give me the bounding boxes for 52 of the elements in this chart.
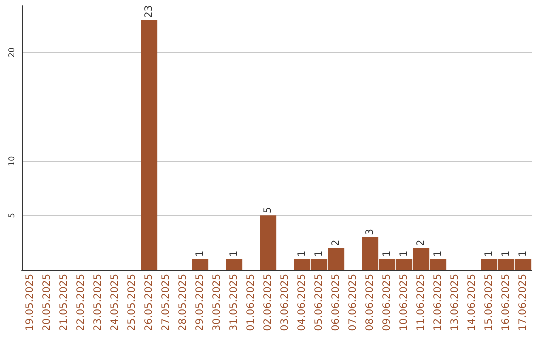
x-tick-label: 24.05.2025 (110, 274, 121, 332)
data-label: 1 (433, 250, 444, 258)
x-tick-label: 22.05.2025 (76, 274, 87, 332)
x-tick-label: 12.06.2025 (433, 274, 444, 332)
data-label: 1 (229, 250, 240, 258)
x-tick-label: 29.05.2025 (195, 274, 206, 332)
data-label: 1 (314, 250, 325, 258)
bar (141, 20, 158, 270)
x-tick-label: 26.05.2025 (144, 274, 155, 332)
x-tick-label: 20.05.2025 (42, 274, 53, 332)
x-tick-label: 08.06.2025 (365, 274, 376, 332)
x-tick-label: 17.06.2025 (518, 274, 529, 332)
x-tick-label: 19.05.2025 (25, 274, 36, 332)
x-tick-label: 01.06.2025 (246, 274, 257, 332)
y-tick-label: 10 (8, 156, 16, 166)
x-tick-label: 05.06.2025 (314, 274, 325, 332)
x-tick-label: 23.05.2025 (93, 274, 104, 332)
x-tick-label: 11.06.2025 (416, 274, 427, 332)
x-tick-label: 04.06.2025 (297, 274, 308, 332)
data-label: 1 (297, 250, 308, 258)
bar (226, 259, 243, 270)
data-label: 1 (501, 250, 512, 258)
y-tick-label: 5 (8, 213, 16, 218)
x-tick-label: 07.06.2025 (348, 274, 359, 332)
data-label: 5 (263, 207, 274, 214)
data-label: 1 (195, 250, 206, 258)
bar (192, 259, 209, 270)
data-label: 1 (518, 250, 529, 258)
x-tick-label: 09.06.2025 (382, 274, 393, 332)
x-tick-label: 13.06.2025 (450, 274, 461, 332)
data-label: 2 (331, 240, 342, 246)
data-label: 2 (416, 240, 427, 246)
x-tick-label: 30.05.2025 (212, 274, 223, 332)
x-tick-label: 21.05.2025 (59, 274, 70, 332)
x-tick-label: 16.06.2025 (501, 274, 512, 332)
data-label: 1 (399, 250, 410, 258)
data-label: 23 (144, 5, 155, 18)
x-tick-label: 03.06.2025 (280, 274, 291, 332)
x-tick-label: 28.05.2025 (178, 274, 189, 332)
x-tick-label: 14.06.2025 (467, 274, 478, 332)
x-tick-label: 25.05.2025 (127, 274, 138, 332)
data-label: 3 (365, 229, 376, 236)
x-tick-label: 31.05.2025 (229, 274, 240, 332)
x-tick-label: 06.06.2025 (331, 274, 342, 332)
x-tick-label: 10.06.2025 (399, 274, 410, 332)
data-label: 1 (382, 250, 393, 258)
data-label: 1 (484, 250, 495, 258)
y-tick-label: 20 (8, 48, 16, 58)
x-tick-label: 15.06.2025 (484, 274, 495, 332)
x-tick-label: 27.05.2025 (161, 274, 172, 332)
x-tick-label: 02.06.2025 (263, 274, 274, 332)
bar (260, 216, 277, 270)
